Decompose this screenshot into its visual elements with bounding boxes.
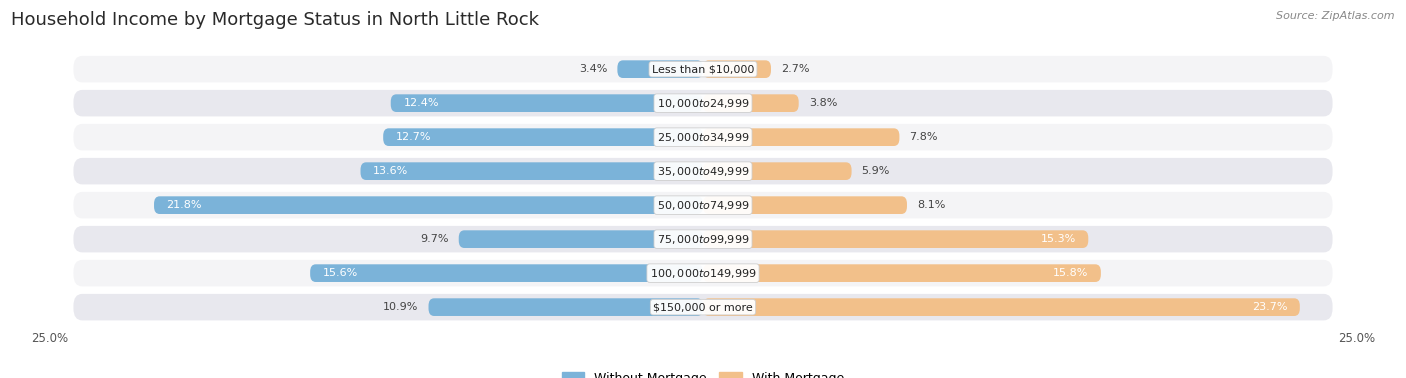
FancyBboxPatch shape (73, 294, 1333, 321)
Text: Source: ZipAtlas.com: Source: ZipAtlas.com (1277, 11, 1395, 21)
Text: 25.0%: 25.0% (31, 332, 67, 345)
FancyBboxPatch shape (73, 56, 1333, 82)
Text: 2.7%: 2.7% (782, 64, 810, 74)
Text: Household Income by Mortgage Status in North Little Rock: Household Income by Mortgage Status in N… (11, 11, 540, 29)
Text: $35,000 to $49,999: $35,000 to $49,999 (657, 165, 749, 178)
Text: 12.7%: 12.7% (395, 132, 432, 142)
FancyBboxPatch shape (458, 230, 703, 248)
FancyBboxPatch shape (73, 260, 1333, 287)
FancyBboxPatch shape (311, 264, 703, 282)
FancyBboxPatch shape (384, 128, 703, 146)
Text: $150,000 or more: $150,000 or more (654, 302, 752, 312)
FancyBboxPatch shape (73, 158, 1333, 184)
Text: 3.8%: 3.8% (808, 98, 837, 108)
FancyBboxPatch shape (429, 298, 703, 316)
FancyBboxPatch shape (703, 230, 1088, 248)
FancyBboxPatch shape (73, 124, 1333, 150)
Text: 12.4%: 12.4% (404, 98, 439, 108)
Text: 15.8%: 15.8% (1053, 268, 1088, 278)
Text: $75,000 to $99,999: $75,000 to $99,999 (657, 232, 749, 246)
FancyBboxPatch shape (703, 264, 1101, 282)
Text: $100,000 to $149,999: $100,000 to $149,999 (650, 266, 756, 280)
Text: 15.6%: 15.6% (323, 268, 359, 278)
Text: Less than $10,000: Less than $10,000 (652, 64, 754, 74)
FancyBboxPatch shape (73, 90, 1333, 116)
FancyBboxPatch shape (73, 192, 1333, 218)
Text: 3.4%: 3.4% (579, 64, 607, 74)
Text: 7.8%: 7.8% (910, 132, 938, 142)
Text: 8.1%: 8.1% (917, 200, 945, 210)
Text: 21.8%: 21.8% (167, 200, 202, 210)
FancyBboxPatch shape (703, 162, 852, 180)
Legend: Without Mortgage, With Mortgage: Without Mortgage, With Mortgage (557, 367, 849, 378)
Text: 13.6%: 13.6% (373, 166, 408, 176)
FancyBboxPatch shape (703, 298, 1299, 316)
FancyBboxPatch shape (703, 94, 799, 112)
FancyBboxPatch shape (703, 196, 907, 214)
FancyBboxPatch shape (703, 60, 770, 78)
Text: $10,000 to $24,999: $10,000 to $24,999 (657, 97, 749, 110)
Text: 5.9%: 5.9% (862, 166, 890, 176)
Text: 9.7%: 9.7% (420, 234, 449, 244)
Text: 25.0%: 25.0% (1339, 332, 1375, 345)
Text: 23.7%: 23.7% (1251, 302, 1288, 312)
Text: 10.9%: 10.9% (382, 302, 419, 312)
FancyBboxPatch shape (155, 196, 703, 214)
FancyBboxPatch shape (73, 226, 1333, 253)
Text: 15.3%: 15.3% (1040, 234, 1076, 244)
Text: $25,000 to $34,999: $25,000 to $34,999 (657, 131, 749, 144)
FancyBboxPatch shape (391, 94, 703, 112)
Text: $50,000 to $74,999: $50,000 to $74,999 (657, 199, 749, 212)
FancyBboxPatch shape (617, 60, 703, 78)
FancyBboxPatch shape (360, 162, 703, 180)
FancyBboxPatch shape (703, 128, 900, 146)
